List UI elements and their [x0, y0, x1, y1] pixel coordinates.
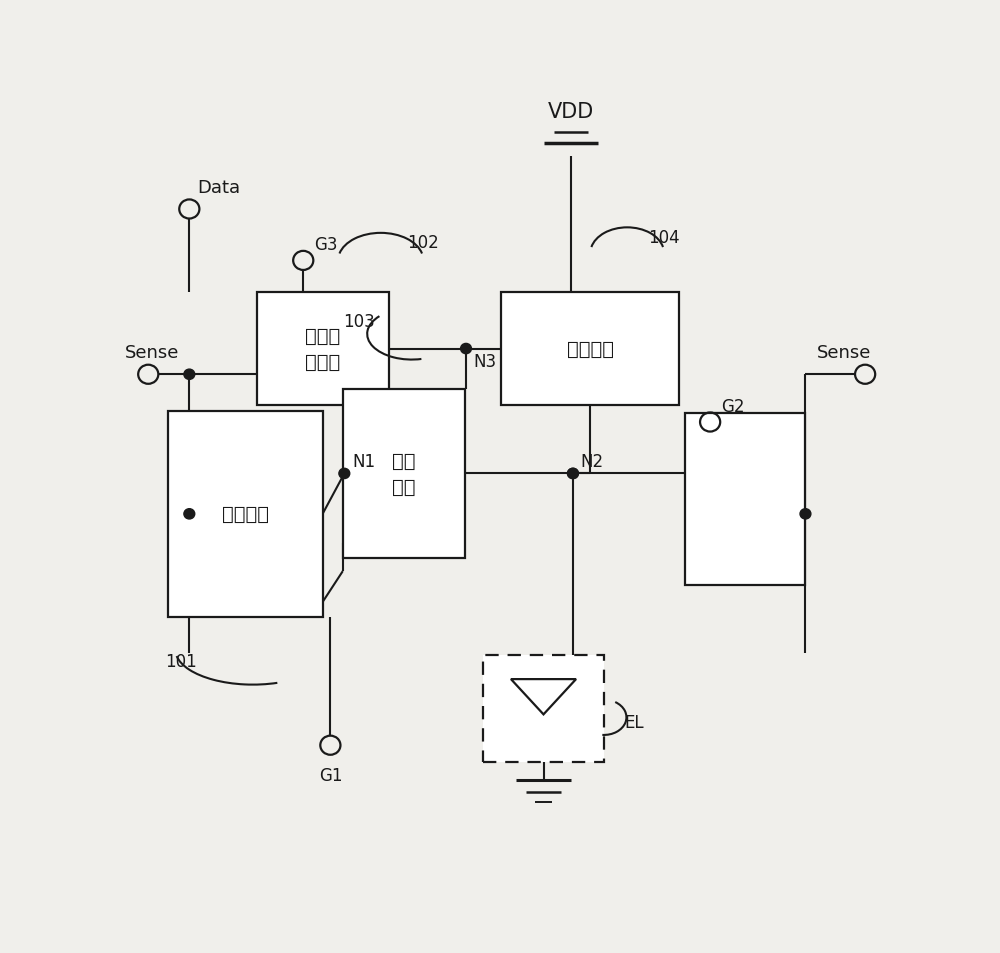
Text: VDD: VDD — [548, 102, 594, 122]
Text: G2: G2 — [721, 397, 744, 416]
Text: G1: G1 — [319, 766, 342, 784]
Text: 103: 103 — [343, 313, 375, 331]
Text: G3: G3 — [314, 235, 338, 253]
Text: N1: N1 — [352, 453, 375, 470]
Text: 补偿
模块: 补偿 模块 — [392, 451, 416, 497]
Text: Sense: Sense — [817, 344, 871, 361]
Text: Data: Data — [197, 178, 240, 196]
Circle shape — [461, 344, 471, 355]
Bar — [257, 293, 388, 406]
Text: N3: N3 — [474, 353, 497, 371]
Circle shape — [184, 509, 195, 519]
Circle shape — [800, 509, 811, 519]
Circle shape — [184, 370, 195, 380]
Text: Sense: Sense — [125, 344, 179, 361]
Bar — [168, 412, 323, 617]
Text: 数据写
入模块: 数据写 入模块 — [305, 327, 340, 372]
Bar — [501, 293, 679, 406]
Bar — [483, 656, 604, 762]
Text: 101: 101 — [165, 652, 197, 670]
Text: EL: EL — [625, 713, 644, 731]
Bar — [685, 414, 805, 586]
Text: 104: 104 — [648, 229, 679, 247]
Text: 102: 102 — [408, 233, 439, 252]
Circle shape — [568, 469, 578, 479]
Text: 复位模块: 复位模块 — [222, 505, 269, 524]
Text: 驱动模块: 驱动模块 — [566, 339, 614, 358]
Circle shape — [568, 469, 578, 479]
Circle shape — [339, 469, 350, 479]
Bar — [343, 390, 465, 558]
Text: N2: N2 — [581, 453, 604, 470]
